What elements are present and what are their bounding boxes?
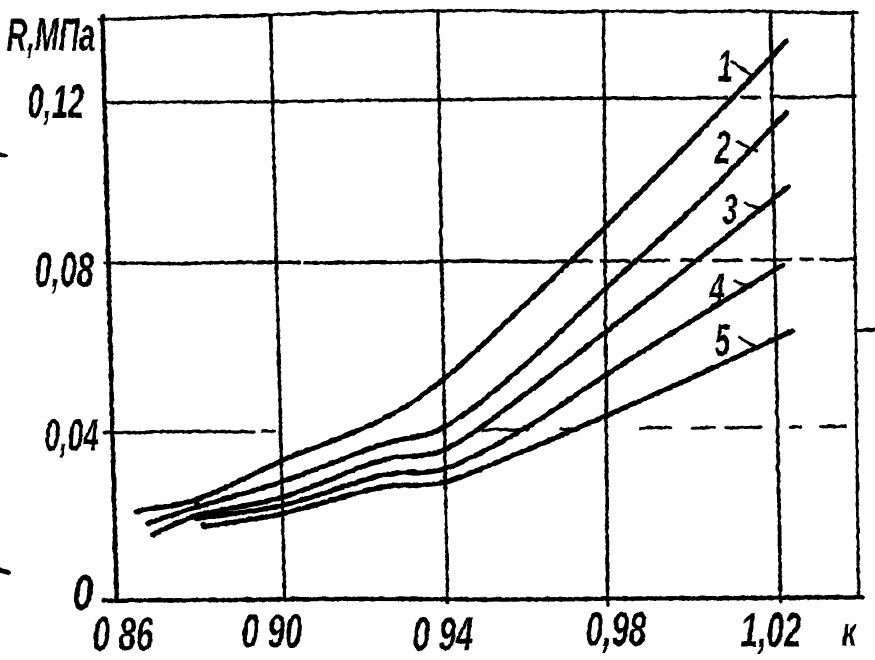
svg-text:3: 3 xyxy=(722,185,737,233)
svg-text:0,08: 0,08 xyxy=(34,242,93,297)
svg-text:1,02: 1,02 xyxy=(740,602,801,657)
svg-text:0,12: 0,12 xyxy=(27,76,84,128)
svg-text:0,04: 0,04 xyxy=(44,409,98,459)
svg-text:2: 2 xyxy=(713,122,730,174)
svg-text:0,98: 0,98 xyxy=(585,601,646,656)
svg-text:5: 5 xyxy=(714,314,730,364)
svg-text:R,МПа: R,МПа xyxy=(6,9,95,61)
svg-text:0 86: 0 86 xyxy=(92,606,153,660)
svg-text:4: 4 xyxy=(708,263,724,312)
svg-text:0 90: 0 90 xyxy=(241,603,302,658)
svg-text:0 94: 0 94 xyxy=(412,606,473,660)
svg-text:0: 0 xyxy=(72,565,93,620)
svg-text:к: к xyxy=(841,609,858,654)
svg-text:1: 1 xyxy=(717,40,733,90)
